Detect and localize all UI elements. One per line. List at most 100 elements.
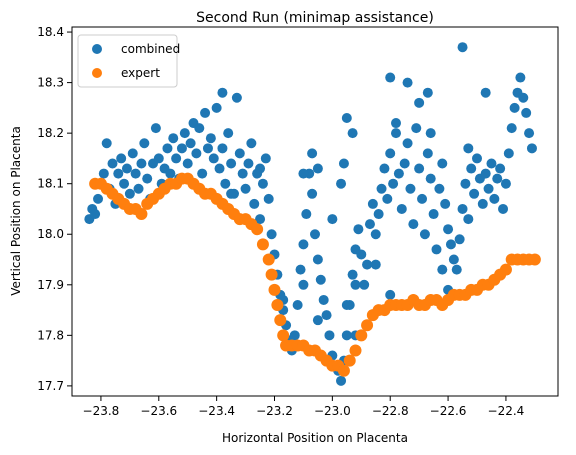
combined-point-39: [197, 168, 208, 179]
y-axis-label: Vertical Position on Placenta: [9, 126, 23, 296]
combined-point-103: [382, 193, 393, 204]
combined-point-24: [153, 153, 164, 164]
combined-point-45: [214, 163, 225, 174]
combined-point-133: [469, 188, 480, 199]
combined-point-83: [324, 330, 335, 341]
x-tick-label-2: −23.4: [198, 404, 235, 418]
y-tick-label-3: 18.0: [37, 227, 64, 241]
combined-point-125: [445, 239, 456, 250]
legend-box: [77, 34, 178, 88]
expert-point-8: [135, 208, 148, 221]
combined-point-43: [208, 153, 219, 164]
combined-point-108: [396, 203, 407, 214]
combined-point-54: [240, 183, 251, 194]
combined-point-73: [295, 264, 306, 275]
chart-title: Second Run (minimap assistance): [196, 10, 434, 26]
combined-point-104: [385, 148, 396, 159]
combined-point-174: [350, 279, 361, 290]
combined-point-127: [451, 264, 462, 275]
combined-point-100: [373, 209, 384, 220]
combined-point-116: [419, 229, 430, 240]
x-tick-label-6: −22.6: [430, 404, 467, 418]
y-tick-label-5: 18.2: [37, 126, 64, 140]
combined-point-44: [211, 102, 222, 113]
combined-point-131: [463, 214, 474, 225]
combined-point-11: [116, 153, 127, 164]
combined-point-175: [370, 259, 381, 270]
combined-point-124: [443, 224, 454, 235]
legend-marker-combined: [92, 44, 102, 54]
combined-point-114: [414, 163, 425, 174]
combined-point-12: [119, 178, 130, 189]
axes-frame: [71, 26, 559, 397]
combined-point-95: [359, 279, 370, 290]
expert-point-31: [265, 268, 278, 281]
expert-point-34: [274, 314, 287, 327]
x-tick-label-5: −22.8: [372, 404, 409, 418]
combined-point-150: [518, 92, 529, 103]
combined-point-147: [509, 102, 520, 113]
combined-point-17: [133, 183, 144, 194]
legend-marker-expert: [92, 68, 102, 78]
combined-point-123: [440, 198, 451, 209]
expert-point-35: [277, 329, 290, 342]
combined-point-117: [422, 148, 433, 159]
combined-point-141: [492, 173, 503, 184]
combined-point-151: [521, 107, 532, 118]
combined-point-47: [220, 178, 231, 189]
combined-point-172: [327, 214, 338, 225]
combined-point-171: [312, 163, 323, 174]
combined-point-109: [399, 158, 410, 169]
combined-point-16: [130, 168, 141, 179]
combined-point-149: [515, 72, 526, 83]
combined-point-93: [353, 224, 364, 235]
combined-point-42: [205, 133, 216, 144]
combined-point-37: [191, 148, 202, 159]
x-tick-label-3: −23.2: [256, 404, 293, 418]
combined-point-63: [266, 229, 277, 240]
combined-point-98: [367, 198, 378, 209]
combined-point-97: [364, 219, 375, 230]
combined-point-61: [260, 153, 271, 164]
expert-point-74: [499, 263, 512, 276]
combined-point-128: [454, 234, 465, 245]
combined-point-74: [298, 239, 309, 250]
legend-label-combined: combined: [121, 42, 180, 56]
combined-point-29: [168, 133, 179, 144]
combined-point-101: [376, 183, 387, 194]
combined-point-33: [179, 128, 190, 139]
combined-point-155: [347, 128, 358, 139]
combined-point-91: [347, 269, 358, 280]
combined-point-120: [431, 244, 442, 255]
combined-point-144: [500, 178, 511, 189]
expert-point-46: [337, 364, 350, 377]
expert-point-29: [256, 238, 269, 251]
combined-point-140: [489, 193, 500, 204]
combined-point-167: [217, 87, 228, 98]
combined-point-157: [385, 72, 396, 83]
combined-point-126: [448, 254, 459, 265]
combined-point-180: [341, 300, 352, 311]
combined-point-99: [370, 229, 381, 240]
expert-point-32: [268, 283, 281, 296]
combined-point-169: [255, 163, 266, 174]
combined-point-13: [121, 163, 132, 174]
combined-point-121: [434, 183, 445, 194]
combined-point-77: [307, 188, 318, 199]
combined-point-49: [226, 158, 237, 169]
combined-point-162: [425, 128, 436, 139]
combined-point-152: [524, 128, 535, 139]
combined-point-129: [457, 203, 468, 214]
combined-point-143: [498, 203, 509, 214]
combined-point-160: [414, 97, 425, 108]
combined-point-41: [202, 143, 213, 154]
combined-point-28: [165, 168, 176, 179]
combined-point-14: [124, 188, 135, 199]
combined-point-142: [495, 163, 506, 174]
combined-point-111: [405, 183, 416, 194]
combined-point-156: [307, 148, 318, 159]
plot-area: [72, 27, 558, 396]
y-tick-label-6: 18.3: [37, 76, 64, 90]
combined-point-53: [237, 168, 248, 179]
